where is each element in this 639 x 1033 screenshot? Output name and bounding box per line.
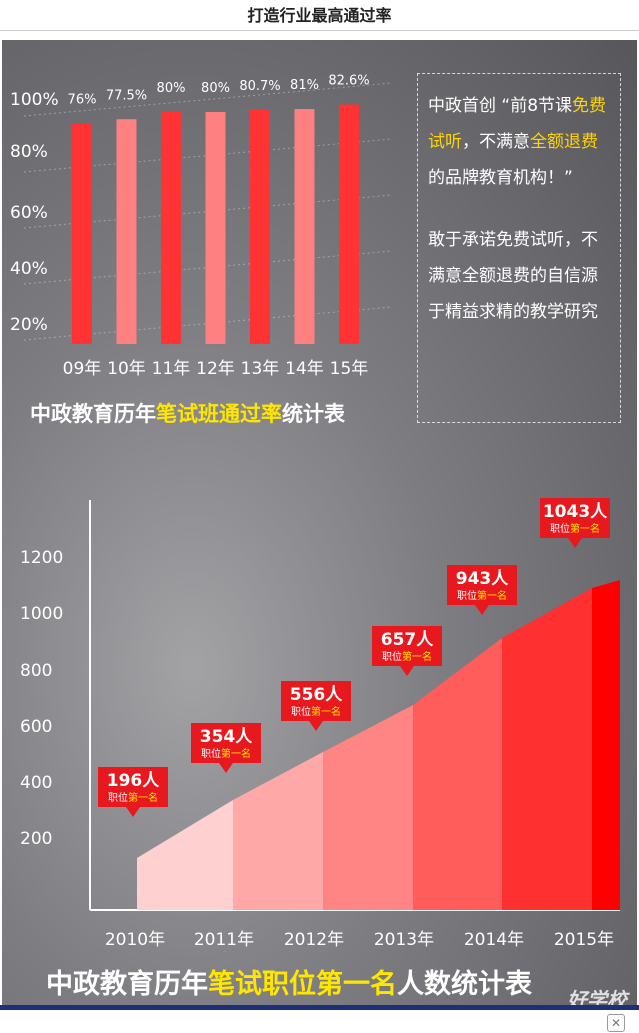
x-tick-label: 10年	[107, 359, 146, 379]
callout-box	[372, 626, 442, 666]
footer: ✕	[0, 1010, 639, 1033]
y-tick-label: 400	[20, 773, 52, 793]
pass-rate-chart: 100% 80% 60% 40% 20% 76% 09年 77.5% 10年 80% 11年 80% 1…	[10, 73, 393, 426]
first-place-chart: 1200 1000 800 600 400 200 2010年 2011年 2012年 2013年…	[20, 498, 620, 1000]
area-segment-2014年	[502, 588, 592, 910]
chart-title-part: 中政教育历年	[30, 402, 156, 426]
chart-title-part: 人数统计表	[397, 968, 532, 1000]
callout-box	[281, 681, 351, 721]
bar-value-label: 80.7%	[239, 79, 280, 94]
x-tick-label: 11年	[152, 359, 191, 379]
callout-pointer	[309, 721, 323, 731]
area-segment-2015年	[592, 580, 620, 910]
bar-13年	[250, 109, 270, 344]
callout-value: 196人	[107, 771, 160, 791]
callout-pointer	[126, 807, 140, 817]
bar-12年	[205, 112, 226, 344]
callout-pointer	[568, 538, 582, 548]
promo-text-1: 中政首创 “前8节课免费试听，不满意全额退费的品牌教育机构！”	[428, 88, 612, 196]
callout-pointer	[219, 763, 233, 773]
x-tick-label: 2011年	[194, 930, 254, 950]
bar-14年	[294, 109, 315, 344]
callout-pointer	[475, 605, 489, 615]
x-tick-label: 2015年	[554, 930, 614, 950]
callout-sub: 职位第一名	[457, 589, 507, 602]
x-tick-label: 12年	[196, 359, 235, 379]
bar-value-label: 76%	[68, 93, 97, 108]
x-tick-label: 13年	[241, 359, 280, 379]
bar-value-label: 77.5%	[106, 88, 147, 103]
chart-title-part: 笔试班通过率	[156, 402, 282, 426]
x-tick-label: 2010年	[105, 930, 165, 950]
bar-10年	[116, 119, 137, 344]
bar-value-label: 82.6%	[328, 73, 369, 88]
area-segment-2012年	[323, 705, 413, 910]
bar-09年	[72, 123, 92, 344]
grid-line	[23, 82, 393, 117]
callout-box	[191, 723, 261, 763]
callout-value: 556人	[290, 685, 343, 705]
callout-sub: 职位第一名	[201, 747, 251, 760]
promo-text-a: 中政首创 “前8节课	[428, 96, 573, 116]
y-tick-label: 1200	[20, 548, 63, 568]
area-segment-2011年	[233, 752, 323, 910]
x-tick-label: 09年	[63, 359, 102, 379]
callout-box	[540, 498, 610, 538]
callout-pointer	[400, 666, 414, 676]
bar-11年	[161, 112, 181, 344]
y-tick-label: 200	[20, 829, 52, 849]
y-tick-label: 800	[20, 661, 52, 681]
promo-box: 中政首创 “前8节课免费试听，不满意全额退费的品牌教育机构！” 敢于承诺免费试听…	[417, 73, 621, 423]
callout-sub: 职位第一名	[291, 705, 341, 718]
free-trial-highlight: 免费试听	[428, 96, 607, 152]
close-icon[interactable]: ✕	[607, 1014, 625, 1032]
callout-box	[98, 767, 168, 807]
bar-value-label: 81%	[290, 78, 319, 93]
area-segment-2013年	[413, 638, 502, 910]
promo-text-b: ，不满意	[462, 132, 530, 152]
y-tick-label: 1000	[20, 604, 63, 624]
callout-value: 657人	[381, 630, 434, 650]
x-tick-label: 2012年	[284, 930, 344, 950]
y-tick-label: 20%	[10, 315, 48, 335]
promo-text-2: 敢于承诺免费试听，不满意全额退费的自信源于精益求精的教学研究	[428, 230, 598, 322]
promo-text-c: 的品牌教育机构！”	[428, 168, 573, 188]
x-tick-label: 2014年	[464, 930, 524, 950]
bar-15年	[339, 104, 359, 345]
bottom-bar	[0, 1005, 639, 1010]
y-tick-label: 40%	[10, 259, 48, 279]
callout-value: 354人	[200, 727, 253, 747]
infographic-panel: 100% 80% 60% 40% 20% 76% 09年 77.5% 10年 80% 11年 80% 1…	[2, 40, 637, 1005]
y-tick-label: 100%	[10, 90, 59, 110]
page-header: 打造行业最高通过率	[0, 0, 639, 31]
refund-highlight: 全额退费	[530, 132, 598, 152]
callout-sub: 职位第一名	[382, 650, 432, 663]
callout-sub: 职位第一名	[550, 522, 600, 535]
callout-sub: 职位第一名	[108, 791, 158, 804]
y-tick-label: 80%	[10, 142, 48, 162]
chart-title-part: 中政教育历年	[46, 968, 208, 1000]
callout-value: 1043人	[543, 502, 608, 522]
x-tick-label: 15年	[330, 359, 369, 379]
y-tick-label: 60%	[10, 203, 48, 223]
chart-title: 中政教育历年笔试职位第一名人数统计表	[46, 968, 532, 1000]
callout-box	[447, 565, 517, 605]
x-tick-label: 14年	[285, 359, 324, 379]
chart-title-part: 笔试职位第一名	[208, 968, 397, 1000]
chart-title-part: 统计表	[282, 402, 346, 426]
page-title: 打造行业最高通过率	[247, 6, 392, 25]
bar-value-label: 80%	[201, 81, 230, 96]
x-tick-label: 2013年	[374, 930, 434, 950]
chart-title: 中政教育历年笔试班通过率统计表	[30, 402, 346, 426]
callout-value: 943人	[456, 569, 509, 589]
area-segment-2010年	[137, 800, 233, 910]
y-tick-label: 600	[20, 717, 52, 737]
bar-value-label: 80%	[157, 81, 186, 96]
